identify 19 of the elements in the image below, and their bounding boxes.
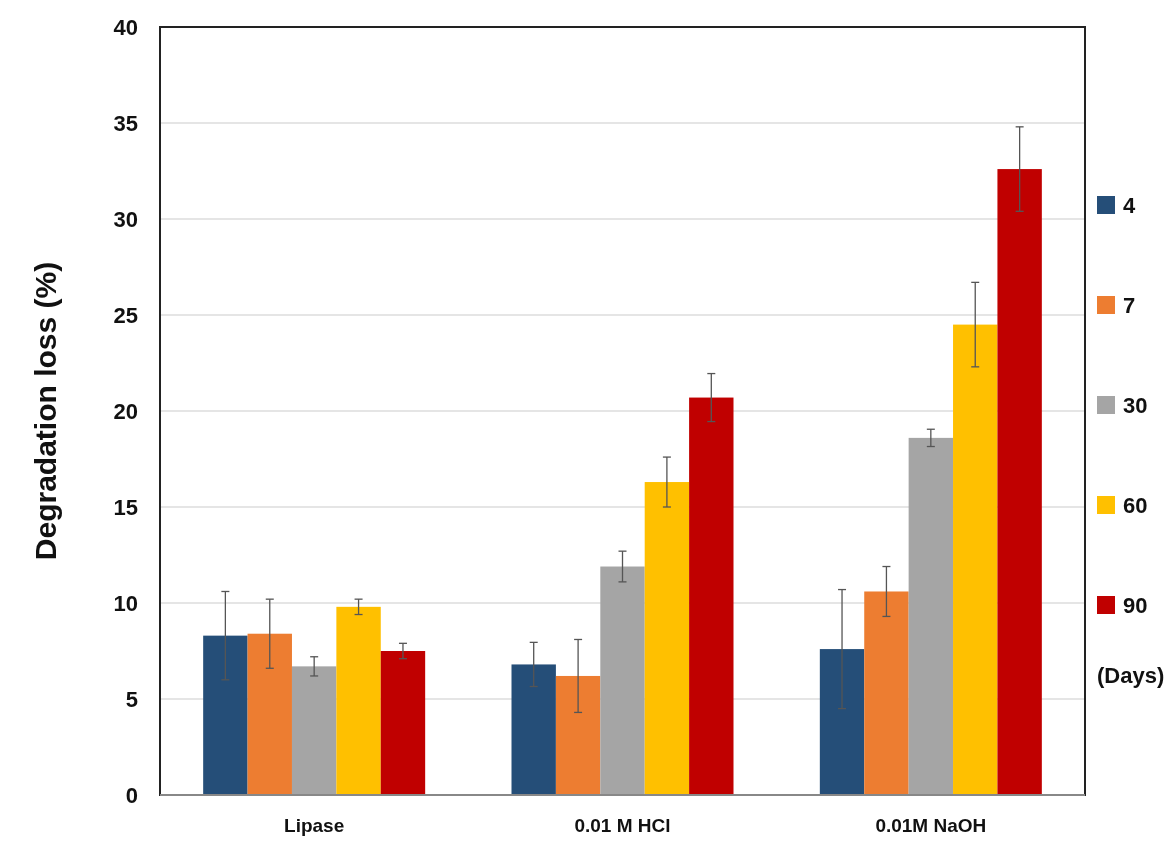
legend-title: (Days) xyxy=(1097,662,1165,688)
legend-label: 30 xyxy=(1123,392,1148,418)
x-tick-label: Lipase xyxy=(284,814,345,836)
y-tick-label: 20 xyxy=(113,398,138,424)
y-tick-label: 10 xyxy=(113,590,138,616)
legend-label: 7 xyxy=(1123,292,1136,318)
x-tick-label: 0.01M NaOH xyxy=(875,814,987,836)
y-tick-label: 35 xyxy=(113,110,138,136)
legend-label: 4 xyxy=(1123,192,1136,218)
y-tick-label: 15 xyxy=(113,494,138,520)
legend-label: 60 xyxy=(1123,492,1148,518)
legend-label: 90 xyxy=(1123,592,1148,618)
y-axis-title: Degradation loss (%) xyxy=(28,261,62,561)
y-tick-label: 25 xyxy=(113,302,138,328)
y-tick-label: 40 xyxy=(113,14,138,40)
y-tick-label: 0 xyxy=(125,782,138,808)
x-tick-label: 0.01 M HCl xyxy=(574,814,671,836)
y-tick-label: 30 xyxy=(113,206,138,232)
y-tick-label: 5 xyxy=(125,686,138,712)
